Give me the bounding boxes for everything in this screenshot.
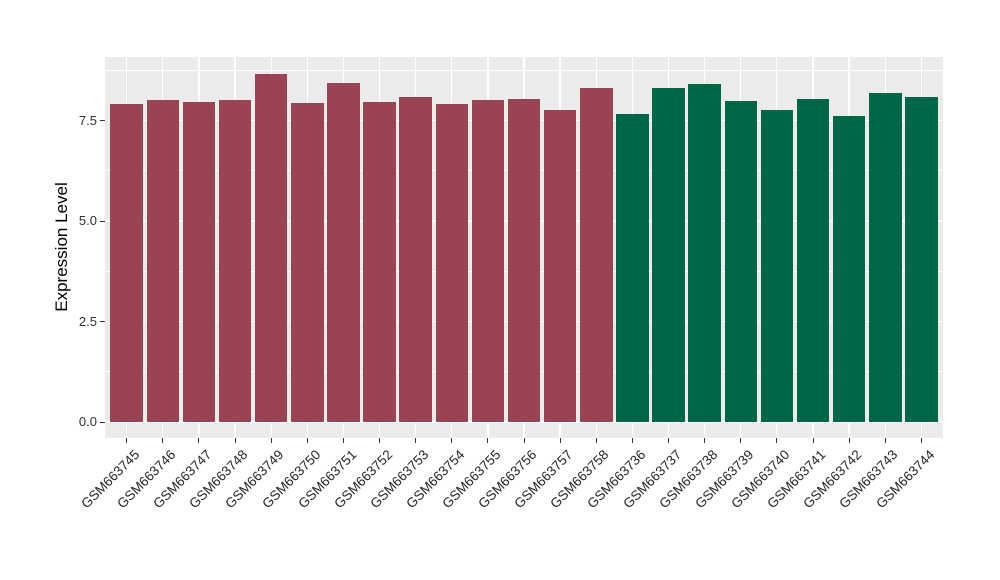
y-tick-mark <box>100 220 105 222</box>
x-tick-mark <box>126 438 128 443</box>
y-tick-label: 5.0 <box>78 213 97 228</box>
bar-GSM663741 <box>796 98 830 422</box>
plot-panel <box>105 57 943 438</box>
y-axis-title: Expression Level <box>52 182 71 312</box>
x-tick-mark <box>487 438 489 443</box>
x-tick-mark <box>631 438 633 443</box>
bar-GSM663745 <box>110 103 143 422</box>
x-tick-mark <box>704 438 706 443</box>
bar-GSM663743 <box>869 92 902 422</box>
bar-GSM663754 <box>435 103 468 422</box>
bar-GSM663758 <box>580 87 613 422</box>
x-tick-mark <box>884 438 886 443</box>
x-tick-mark <box>234 438 236 443</box>
x-tick-mark <box>415 438 417 443</box>
y-tick-mark <box>100 120 105 121</box>
bar-GSM663740 <box>760 110 794 422</box>
x-tick-mark <box>848 438 850 443</box>
y-tick-mark <box>100 421 105 423</box>
bar-GSM663753 <box>399 96 432 422</box>
bar-GSM663737 <box>652 88 685 422</box>
bar-GSM663744 <box>905 96 938 422</box>
bar-GSM663746 <box>146 99 179 422</box>
x-tick-mark <box>451 438 453 443</box>
y-tick-mark <box>100 321 105 322</box>
x-tick-mark <box>270 438 272 443</box>
bar-GSM663742 <box>832 116 866 422</box>
bar-GSM663750 <box>291 103 324 422</box>
x-tick-mark <box>668 438 669 443</box>
x-tick-mark <box>740 438 742 443</box>
bar-GSM663756 <box>507 99 541 422</box>
x-tick-mark <box>920 438 922 443</box>
x-tick-mark <box>342 438 344 443</box>
x-tick-mark <box>559 438 561 443</box>
bar-GSM663738 <box>688 84 721 422</box>
bar-GSM663736 <box>616 113 649 422</box>
bar-GSM663748 <box>218 100 252 422</box>
y-tick-label: 2.5 <box>78 313 97 329</box>
x-tick-mark <box>812 438 814 443</box>
x-tick-mark <box>776 438 778 443</box>
x-tick-mark <box>198 438 200 443</box>
y-tick-label: 0.0 <box>78 414 97 429</box>
x-tick-mark <box>379 438 380 443</box>
bar-GSM663749 <box>254 74 288 422</box>
x-tick-mark <box>162 438 164 443</box>
y-tick-label: 7.5 <box>78 112 97 128</box>
x-tick-mark <box>306 438 308 443</box>
bar-GSM663747 <box>182 101 216 422</box>
x-tick-mark <box>523 438 525 443</box>
bar-GSM663755 <box>471 100 505 422</box>
bar-GSM663739 <box>724 101 757 422</box>
x-tick-mark <box>595 438 597 443</box>
bar-GSM663757 <box>543 109 577 422</box>
bar-GSM663751 <box>327 82 360 422</box>
bar-GSM663752 <box>363 102 396 422</box>
